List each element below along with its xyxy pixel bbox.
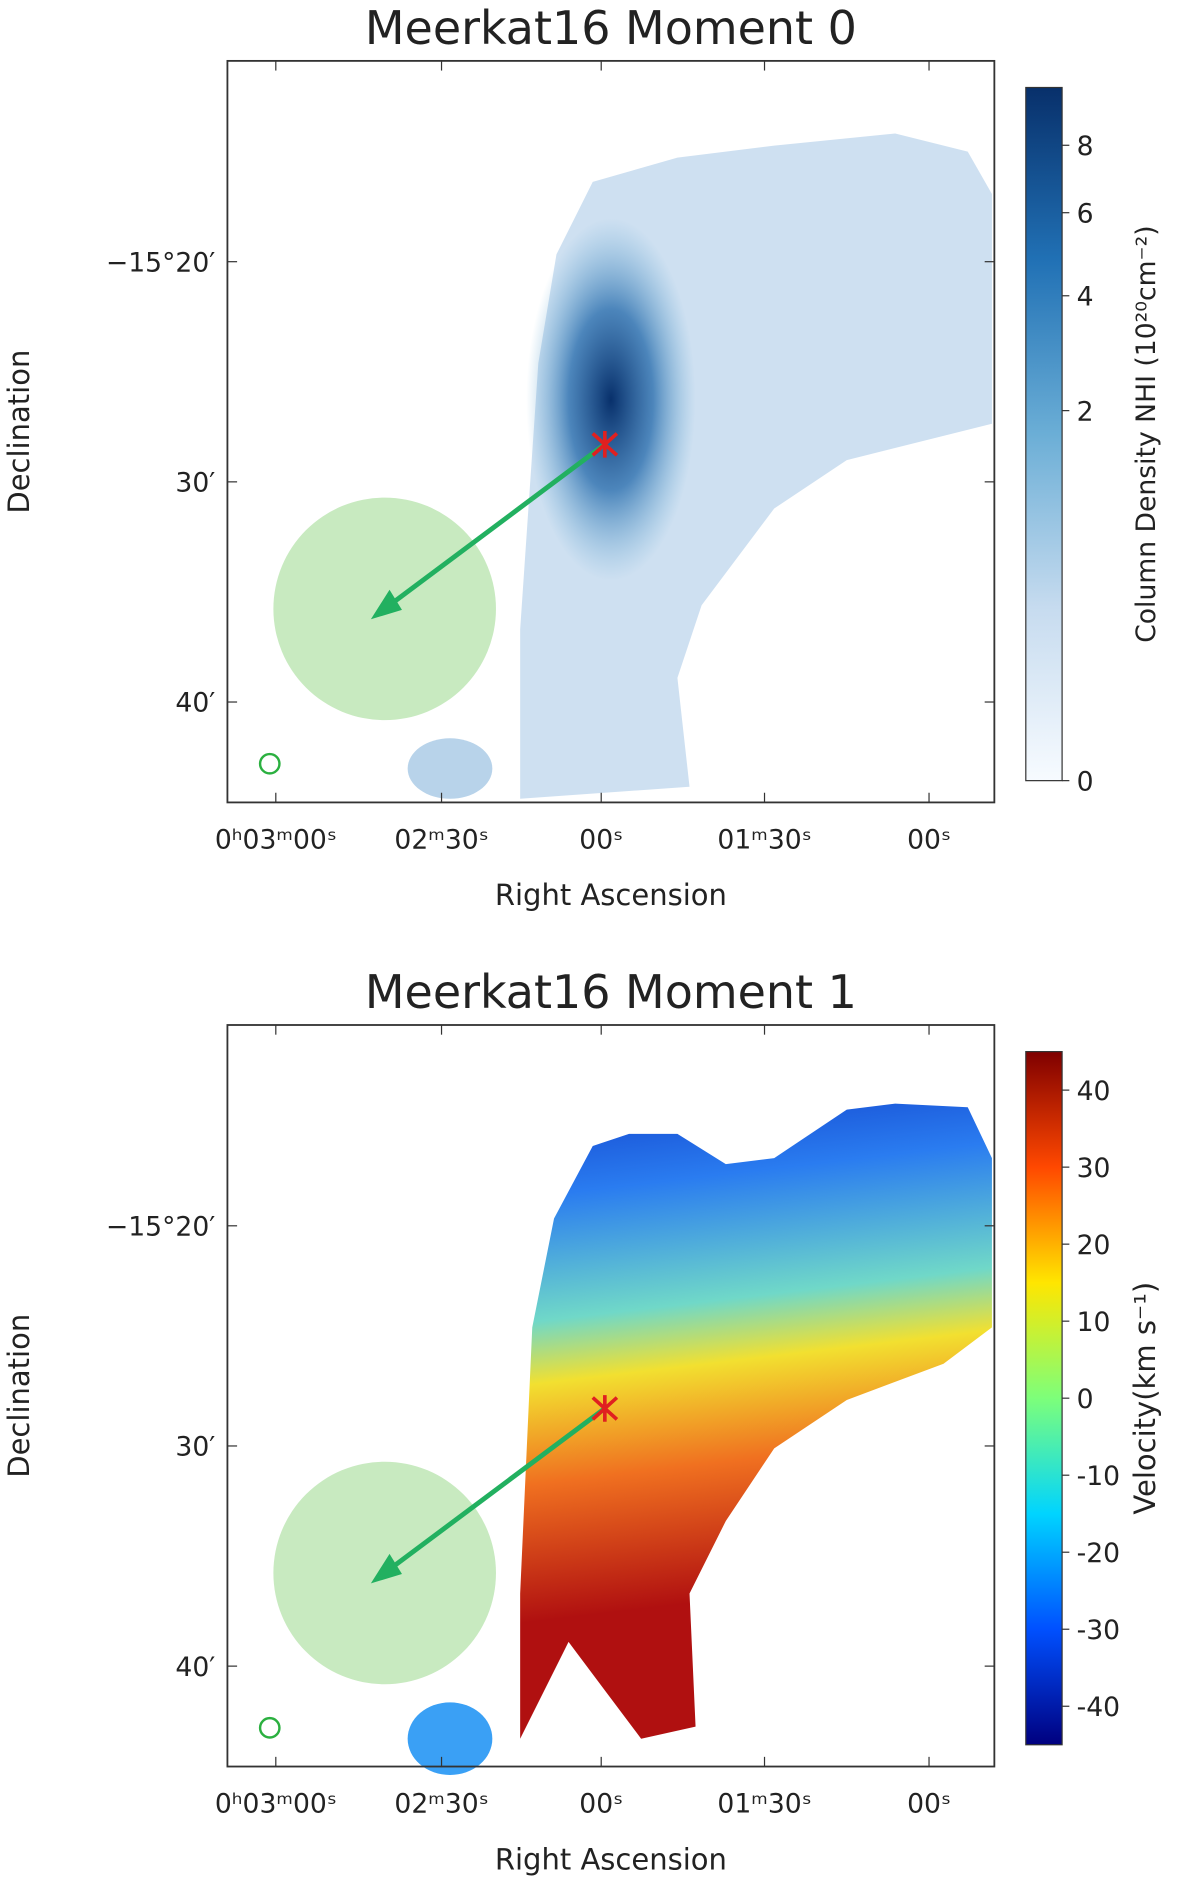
colorbar-tick-label: -20: [1077, 1538, 1120, 1569]
x-tick-label: 01ᵐ30ˢ: [717, 1788, 811, 1819]
x-tick-label: 02ᵐ30ˢ: [394, 1788, 488, 1819]
map: [407, 1103, 992, 1775]
panel: Meerkat16 Moment 1 Right Ascension Declina…: [2, 965, 1162, 1876]
y-axis-label: Declination: [2, 350, 36, 514]
y-tick-label: 30′: [175, 1432, 215, 1463]
x-tick-label: 02ᵐ30ˢ: [394, 824, 488, 855]
colorbar-label: Velocity(km s⁻¹): [1128, 1282, 1162, 1515]
colorbar-label: Column Density NHI (10²⁰cm⁻²): [1131, 225, 1162, 642]
colorbar-tick-label: 20: [1077, 1230, 1111, 1261]
x-tick-label: 0ʰ03ᵐ00ˢ: [215, 1788, 337, 1819]
direction-arrow: [383, 1406, 607, 1575]
x-axis-label: Right Ascension: [495, 1842, 727, 1876]
source-marker: [591, 431, 619, 458]
colorbar-tick-label: 2: [1077, 396, 1094, 427]
map: [407, 133, 992, 799]
colorbar-tick-label: 40: [1077, 1076, 1111, 1107]
y-tick-label: −15°20′: [106, 247, 215, 278]
colorbar-tick-label: -10: [1077, 1461, 1120, 1492]
velocity-field: [407, 1702, 493, 1775]
y-tick-label: 40′: [175, 688, 215, 719]
plot-frame: [226, 59, 996, 804]
colorbar-tick-label: 30: [1077, 1153, 1111, 1184]
x-tick-label: 01ᵐ30ˢ: [717, 824, 811, 855]
x-tick-label: 00ˢ: [579, 824, 623, 855]
y-tick-label: −15°20′: [106, 1211, 215, 1242]
colorbar-tick-label: 4: [1077, 281, 1094, 312]
beam: [258, 1716, 281, 1739]
x-tick-label: 00ˢ: [579, 1788, 623, 1819]
colorbar-tick-label: -30: [1077, 1615, 1120, 1646]
y-tick-label: 30′: [175, 468, 215, 499]
colorbar: [1025, 86, 1063, 782]
velocity-field: [520, 1103, 992, 1739]
y-tick-label: 40′: [175, 1652, 215, 1683]
y-axis-label: Declination: [2, 1314, 36, 1478]
source-marker: [591, 1395, 619, 1422]
colorbar-tick-label: -40: [1077, 1692, 1120, 1723]
panel-title: Meerkat16 Moment 1: [365, 965, 857, 1019]
arrow-head: [370, 1553, 402, 1584]
direction-arrow: [383, 442, 607, 611]
x-tick-label: 00ˢ: [907, 1788, 951, 1819]
x-tick-label: 00ˢ: [907, 824, 951, 855]
x-axis-label: Right Ascension: [495, 878, 727, 912]
emission-core: [526, 218, 696, 582]
panel-title: Meerkat16 Moment 0: [365, 1, 857, 55]
panel: Meerkat16 Moment 0 Right Ascension Declina…: [2, 1, 1162, 912]
x-tick-label: 0ʰ03ᵐ00ˢ: [215, 824, 337, 855]
colorbar: [1025, 1051, 1063, 1746]
colorbar-tick-label: 0: [1077, 1384, 1094, 1415]
colorbar-tick-label: 10: [1077, 1307, 1111, 1338]
beam: [258, 752, 281, 775]
plot-frame: [226, 1024, 996, 1768]
colorbar-tick-label: 0: [1077, 766, 1094, 797]
colorbar-tick-label: 6: [1077, 198, 1094, 229]
colorbar-tick-label: 8: [1077, 131, 1094, 162]
emission: [407, 738, 493, 799]
arrow-head: [370, 589, 402, 620]
